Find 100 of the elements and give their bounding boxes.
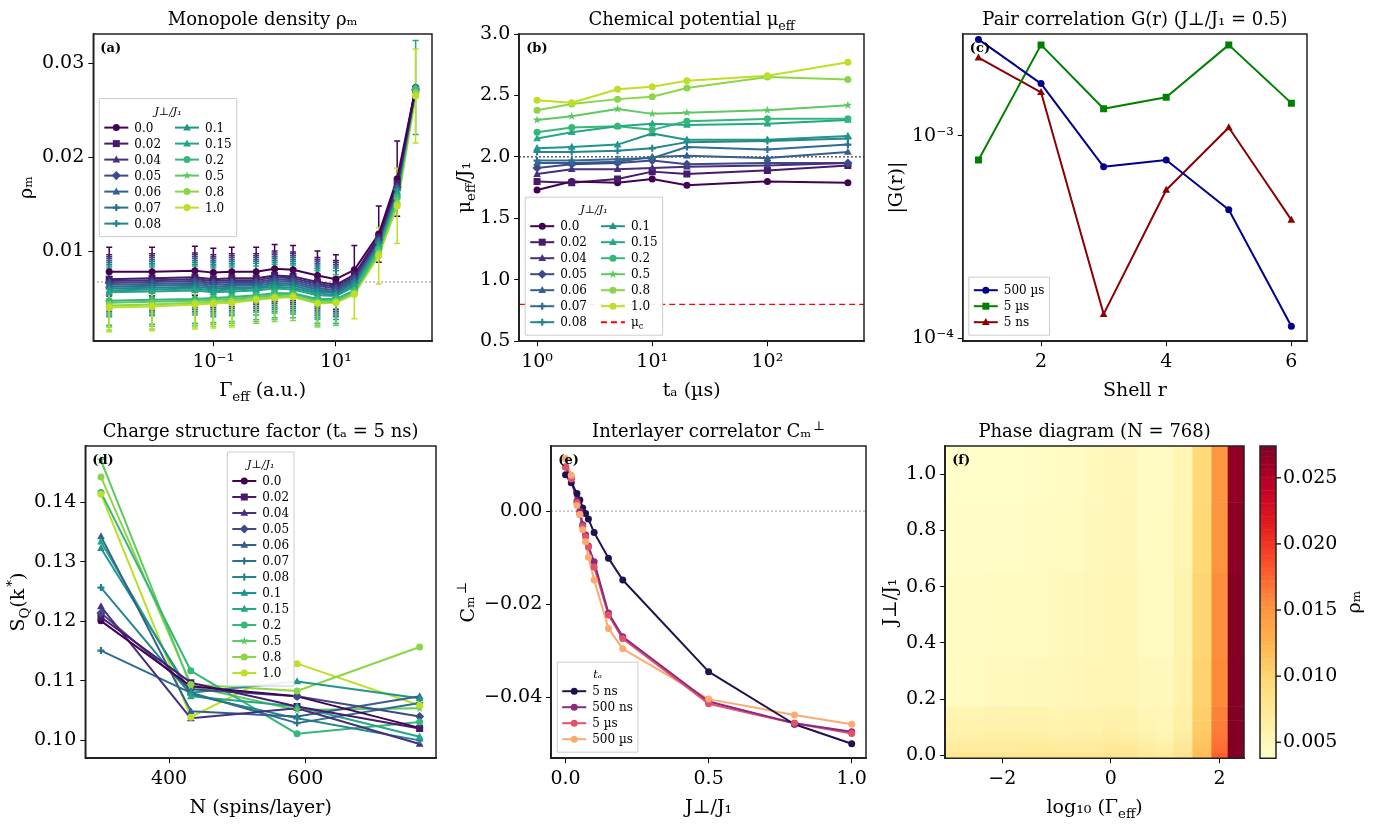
y-tick-label: 0.6 [906, 573, 937, 596]
legend-label: 0.1 [205, 120, 225, 135]
x-tick-label: 0.5 [693, 765, 724, 788]
legend-label: 0.15 [262, 602, 290, 616]
legend-label: 0.0 [560, 219, 580, 234]
legend-label: 0.5 [262, 634, 282, 648]
y-tick-label: 10⁻³ [911, 122, 954, 145]
legend-label: 0.02 [262, 490, 290, 504]
legend-label: 0.2 [205, 152, 225, 167]
legend-label: 500 µs [1003, 283, 1045, 298]
legend-label: 0.1 [630, 219, 651, 234]
legend-label: 5 µs [592, 716, 618, 731]
chart-title: Monopole density ρₘ [167, 8, 358, 29]
chart-title: Interlayer correlator Cₘ⊥ [592, 417, 826, 441]
legend-label: 0.05 [560, 267, 587, 282]
y-tick-label: 0.01 [41, 237, 85, 260]
y-tick-label: 1.0 [906, 461, 937, 484]
legend-label: 0.04 [134, 152, 162, 167]
y-tick-label: 0.03 [41, 50, 85, 73]
y-tick-label: 0.00 [499, 498, 543, 521]
x-tick-label: 2 [1035, 348, 1048, 371]
y-tick-label: 0.0 [906, 742, 937, 765]
y-axis-title: μeff/J₁ [452, 161, 478, 214]
chart-title: Pair correlation G(r) (J⊥/J₁ = 0.5) [982, 8, 1288, 29]
color-bar-label: 0.010 [1283, 663, 1338, 686]
y-tick-label: 0.5 [480, 328, 511, 351]
y-tick-label: 0.12 [33, 608, 77, 631]
x-tick-label: 10⁻¹ [192, 348, 235, 371]
annotation: (a) [100, 40, 122, 55]
x-tick-label: 10¹ [320, 348, 352, 371]
legend-label: 500 µs [592, 732, 633, 747]
y-axis-title: |G(r)| [884, 161, 907, 214]
legend-label: 0.08 [134, 216, 162, 231]
legend-label: 0.05 [262, 522, 290, 536]
legend-label: 0.15 [630, 235, 658, 250]
legend-label: 0.06 [134, 184, 162, 199]
x-tick-label: 1.0 [836, 765, 867, 788]
legend-label: 0.06 [262, 538, 290, 552]
y-axis-title: ρₘ [14, 175, 36, 200]
legend-label: 0.07 [262, 554, 290, 568]
legend-label: 1.0 [205, 200, 225, 215]
y-tick-label: 1.0 [480, 266, 511, 289]
legend-label: 0.07 [560, 299, 587, 314]
legend-title: J⊥/J₁ [245, 458, 275, 471]
legend-label: 5 ns [592, 684, 618, 699]
chart-title: Charge structure factor (tₐ = 5 ns) [102, 420, 419, 441]
annotation: (c) [969, 40, 991, 55]
annotation: (f) [952, 452, 971, 467]
legend-label: 0.5 [630, 267, 651, 282]
y-tick-label: 0.02 [41, 144, 85, 167]
y-tick-label: 0.11 [33, 667, 77, 690]
y-tick-label: 0.10 [33, 727, 77, 750]
y-tick-label: 10⁻⁴ [911, 325, 955, 348]
color-bar-title: ρₘ [1342, 590, 1364, 614]
legend-label: 0.0 [134, 120, 154, 135]
legend-label: 0.5 [205, 168, 225, 183]
y-axis-title: J⊥/J₁ [878, 578, 900, 628]
y-tick-label: 0.4 [906, 629, 937, 652]
color-bar-label: 0.020 [1283, 530, 1338, 553]
x-axis-title: Shell r [1103, 378, 1168, 400]
y-tick-label: 2.5 [480, 82, 511, 105]
legend-label: 0.0 [262, 474, 282, 488]
chart-title: Phase diagram (N = 768) [978, 420, 1211, 441]
y-tick-label: −0.04 [483, 684, 543, 707]
legend-label: 0.1 [262, 586, 282, 600]
x-tick-label: −2 [988, 765, 1017, 788]
legend-label: 0.8 [262, 650, 282, 664]
legend-label: 500 ns [592, 700, 633, 715]
legend-label: 0.2 [630, 251, 651, 266]
legend-label: 0.2 [262, 618, 282, 632]
legend-label: 0.07 [134, 200, 162, 215]
y-tick-label: 0.13 [33, 548, 77, 571]
legend-label: 0.05 [134, 168, 162, 183]
x-tick-label: 6 [1285, 348, 1298, 371]
legend-label: 1.0 [630, 299, 651, 314]
legend-label: 0.08 [560, 315, 587, 330]
legend-label: 0.8 [630, 283, 651, 298]
y-axis-title: SQ(k*) [4, 572, 32, 632]
legend-label: 0.02 [134, 136, 162, 151]
legend-label: 0.04 [560, 251, 588, 266]
x-tick-label: 400 [150, 765, 188, 788]
y-tick-label: 0.14 [33, 489, 77, 512]
legend-label: 0.06 [560, 283, 587, 298]
legend-label: 1.0 [262, 666, 282, 680]
annotation: (b) [526, 40, 548, 55]
y-tick-label: −0.02 [483, 591, 543, 614]
legend-label: 0.08 [262, 570, 290, 584]
x-tick-label: 10⁰ [521, 348, 554, 371]
legend-title: tₐ [593, 668, 602, 682]
legend-label: 0.15 [205, 136, 232, 151]
color-bar-label: 0.025 [1283, 464, 1338, 487]
legend-label: 5 µs [1003, 299, 1030, 314]
legend-title: J⊥/J₁ [578, 203, 608, 217]
y-tick-label: 0.2 [906, 686, 937, 709]
x-tick-label: 0 [1104, 765, 1117, 788]
color-bar-label: 0.015 [1283, 596, 1338, 619]
annotation: (d) [92, 452, 114, 467]
x-tick-label: 600 [287, 765, 324, 788]
legend-label: 5 ns [1003, 315, 1030, 330]
x-tick-label: 2 [1213, 765, 1226, 788]
